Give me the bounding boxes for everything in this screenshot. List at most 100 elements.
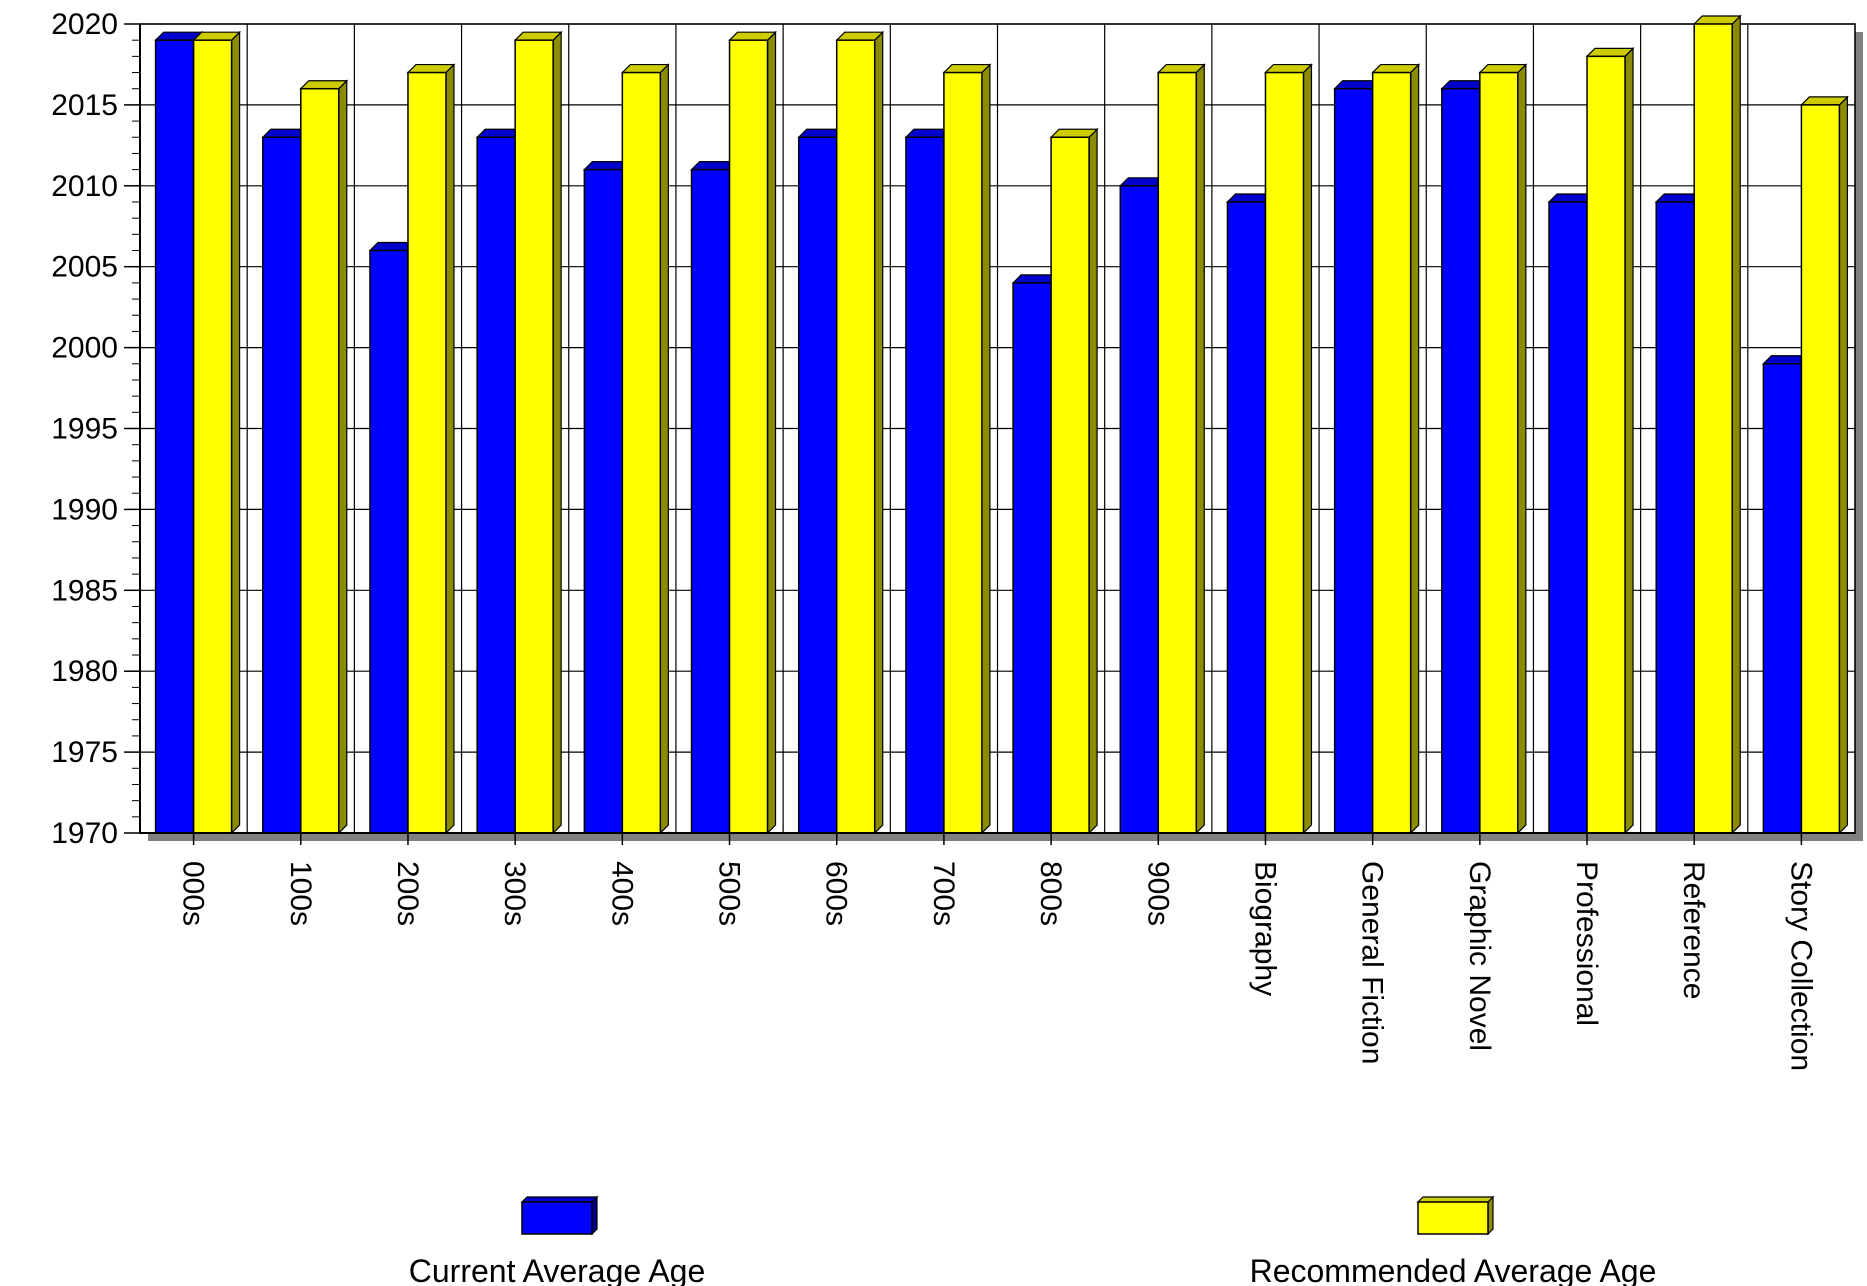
bar-recommended [192,30,242,835]
bar-recommended-top [728,31,777,41]
bar-recommended-top [192,31,242,41]
bar-recommended-side [1731,14,1741,835]
y-tick-label: 1970 [51,817,118,850]
x-tick-label: 900s [1141,861,1174,926]
bar-current-face [1333,87,1374,834]
bar-recommended-face [835,39,876,834]
y-tick-label: 2005 [51,251,118,284]
bar-recommended [620,63,670,835]
bar-current-face [583,168,624,834]
x-tick-label: 600s [820,861,853,926]
legend: Current Average Age Recommended Average A… [409,1195,1657,1286]
x-tick-label: General Fiction [1356,861,1389,1064]
bar-current-face [797,136,838,834]
bar-recommended [1049,127,1099,835]
bar-recommended-top [1156,63,1206,74]
bar-recommended-top [835,31,885,41]
bar-recommended-face [1371,71,1412,834]
x-tick-label: 000s [177,861,210,926]
y-tick-label: 1980 [51,655,118,688]
x-tick-label: 400s [605,861,638,926]
bar-current-face [154,39,195,834]
bar-recommended-top [1692,15,1742,25]
bar-recommended [513,30,563,835]
legend-swatch [1417,1201,1489,1235]
bar-recommended-top [1371,63,1421,74]
bar-recommended [1692,14,1742,835]
bar-recommended-face [1479,71,1519,834]
bar-recommended [1371,63,1421,835]
bar-recommended-side [1410,63,1420,835]
bar-recommended [299,79,349,835]
bar-current-face [1762,363,1803,834]
bar-recommended-face [514,39,554,834]
legend-label: Current Average Age [409,1253,706,1286]
bar-recommended-face [1050,136,1090,834]
bar-current-face [1441,87,1481,834]
bar-current-face [1548,201,1588,834]
bar-current-face [1226,201,1267,834]
x-tick-label: 100s [284,861,317,926]
bar-recommended-face [1586,55,1626,834]
bar-current-face [690,168,731,834]
bar-recommended-face [728,39,769,834]
bar-recommended-side [445,63,455,835]
bar-recommended-side [874,30,884,835]
y-tick-label: 2000 [51,332,118,365]
x-tick-label: 800s [1034,861,1067,926]
bar-recommended [728,30,777,835]
bar-recommended-side [552,30,562,835]
bar-current-face [1119,185,1160,834]
x-tick-label: Reference [1677,861,1710,999]
bar-current-face [1655,201,1695,834]
x-tick-label: 500s [713,861,746,926]
bar-recommended [1585,46,1635,835]
bar-current-face [476,136,516,834]
bars [154,14,1849,835]
bar-recommended-side [981,63,991,835]
x-tick-label: 200s [391,861,424,926]
y-tick-label: 1995 [51,413,118,446]
y-tick-label: 1990 [51,493,118,526]
legend-item: Recommended Average Age [1250,1195,1657,1286]
y-tick-label: 1985 [51,574,118,607]
bar-recommended [1156,63,1206,835]
bar-recommended-face [1157,71,1198,834]
bar-current-face [369,249,409,834]
y-axis: 1970 1975 1980 1985 1990 1995 2000 2005 2010 2015… [51,8,141,850]
bar-recommended-face [943,71,983,834]
x-tick-label: Story Collection [1784,861,1817,1071]
x-axis: 000s 100s 200s 300s 400s 500s 600s 700s 800s 900s… [140,832,1855,1071]
bar-recommended-top [1049,128,1099,138]
bar-recommended-side [1195,63,1205,835]
y-tick-label: 1975 [51,736,118,769]
bar-recommended [942,63,992,835]
legend-item: Current Average Age [409,1195,706,1286]
bar-recommended-side [230,30,241,835]
bar-recommended-face [621,71,662,834]
bar-current-face [905,136,945,834]
bar-recommended-side [1302,63,1313,835]
bar-recommended-side [1517,63,1527,835]
legend-label: Recommended Average Age [1250,1253,1657,1286]
bar-recommended-top [513,31,563,41]
bar-recommended-top [1585,47,1635,57]
bar-recommended-face [1800,104,1841,834]
x-tick-label: Graphic Novel [1463,861,1496,1051]
bar-recommended-face [192,39,233,834]
y-tick-label: 2010 [51,170,118,203]
bar-recommended-top [299,80,349,90]
bar-current-face [262,136,302,834]
bar-recommended-top [942,63,992,74]
bar-recommended-face [300,87,340,834]
x-tick-label: Professional [1570,861,1603,1026]
x-tick-label: 700s [927,861,960,926]
y-tick-label: 2020 [51,8,118,41]
bar-recommended-top [620,63,670,74]
bar-recommended-face [1693,23,1733,834]
y-tick-label: 2015 [51,89,118,122]
bar-recommended [1799,95,1849,835]
bar-recommended-face [1264,71,1305,834]
bar-recommended [1264,63,1313,835]
